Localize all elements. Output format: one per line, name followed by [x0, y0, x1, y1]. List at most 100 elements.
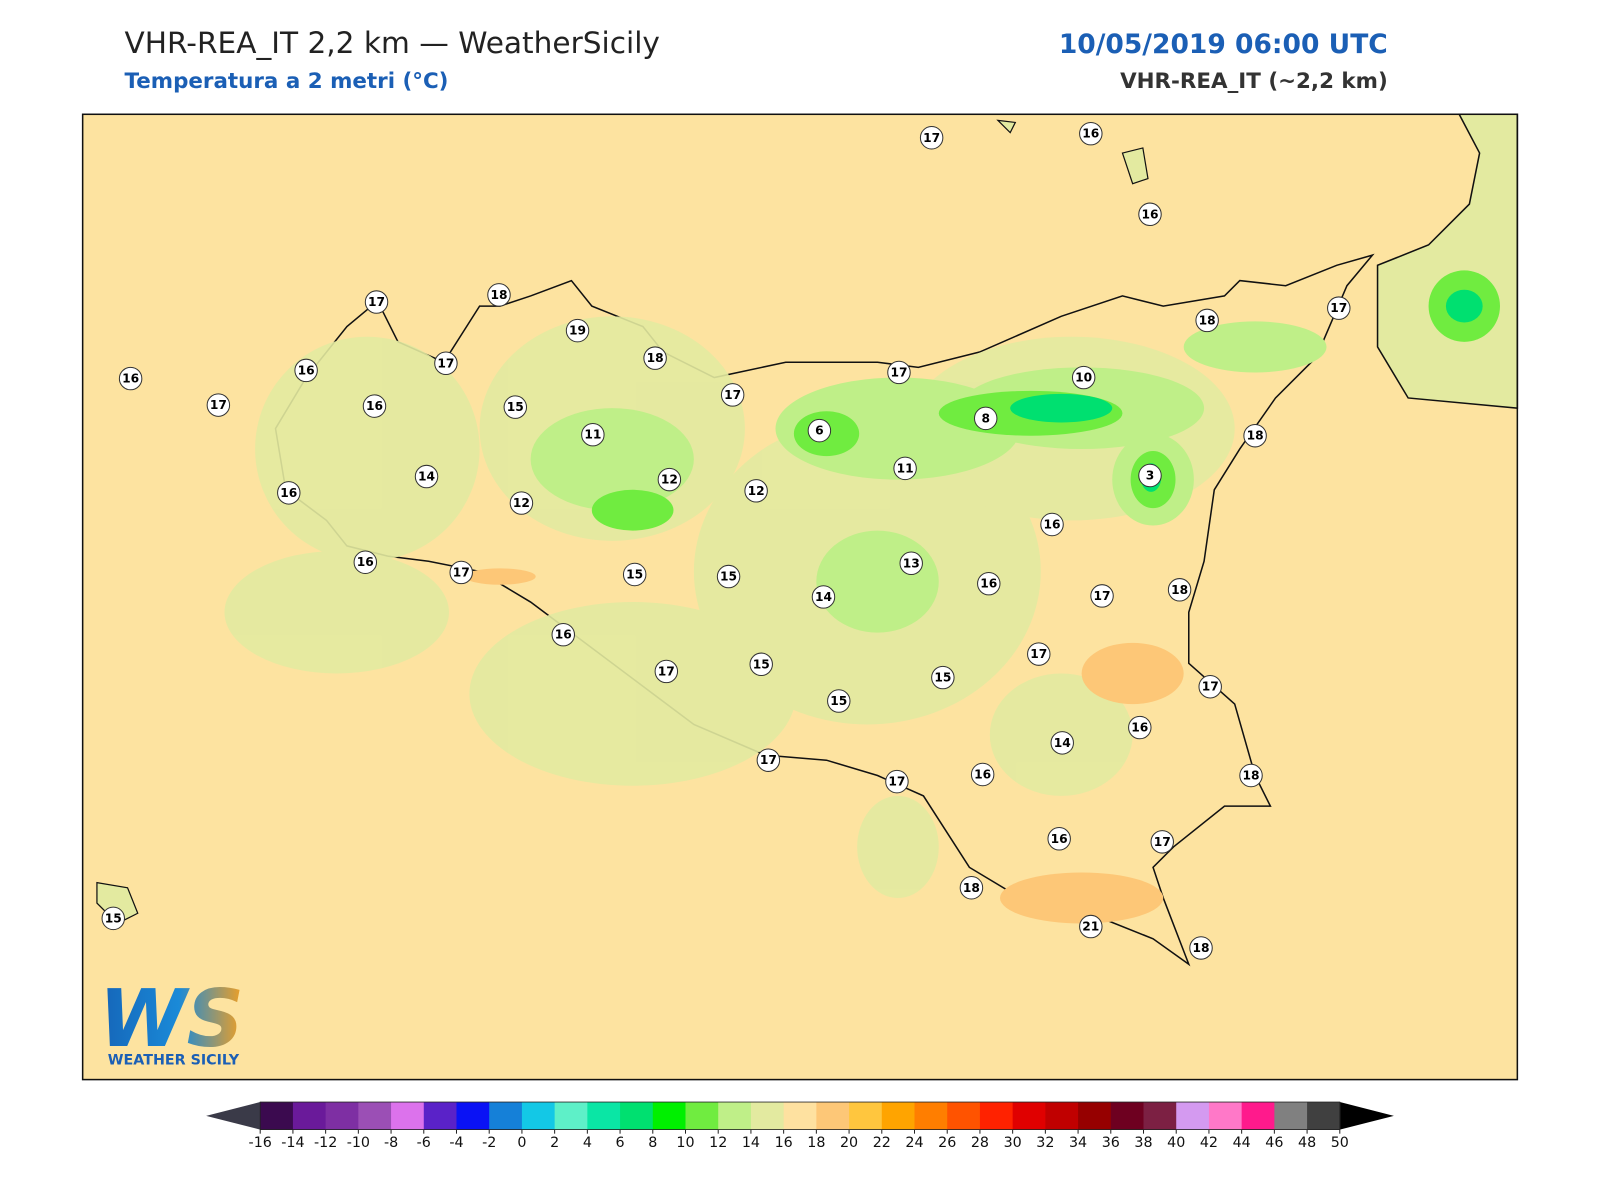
colorbar-frame	[259, 1101, 1341, 1130]
station-value: 17	[210, 398, 227, 412]
station: 17	[1090, 584, 1114, 608]
station-value: 16	[298, 363, 315, 377]
colorbar-segment	[750, 1102, 785, 1130]
station-value: 14	[815, 590, 832, 604]
station-value: 16	[555, 628, 572, 642]
colorbar-segment	[1012, 1102, 1046, 1130]
colorbar-segment	[489, 1102, 523, 1130]
station: 17	[1150, 830, 1174, 854]
colorbar-segment	[521, 1102, 556, 1130]
colorbar-segment	[260, 1102, 294, 1130]
station: 14	[414, 464, 439, 489]
station-marker	[1167, 578, 1192, 602]
station: 16	[362, 394, 387, 418]
station-value: 12	[748, 484, 765, 498]
colorbar-segment	[783, 1102, 817, 1130]
station-value: 14	[418, 470, 435, 484]
colorbar-tick-label: 10	[676, 1135, 694, 1151]
station-marker	[434, 351, 458, 375]
station: 17	[364, 290, 389, 314]
station-marker	[101, 906, 125, 931]
station-value: 17	[1330, 301, 1347, 315]
station: 14	[1050, 731, 1074, 755]
station: 18	[1189, 936, 1213, 960]
station: 17	[720, 383, 745, 407]
station-marker	[899, 551, 923, 575]
station: 16	[1079, 121, 1103, 146]
station-marker	[581, 422, 605, 447]
station-value: 19	[569, 324, 586, 338]
station-marker	[1189, 936, 1213, 960]
station-marker	[206, 393, 231, 417]
station-marker	[643, 346, 667, 370]
station: 17	[887, 360, 911, 385]
colorbar-tick-label: 34	[1069, 1135, 1087, 1151]
station-value: 17	[1202, 680, 1219, 694]
station-marker	[503, 395, 528, 419]
station-value: 18	[1199, 313, 1216, 327]
station: 6	[807, 418, 832, 443]
station-value: 16	[1082, 127, 1099, 141]
station-value: 16	[357, 555, 374, 569]
station: 16	[294, 358, 318, 383]
colorbar: -16 -14 -12 -10 -8 -6 -4 -2 0 2 4 6 8 10 12 14 16 18 20 22 2…	[206, 1101, 1394, 1151]
station: 16	[353, 550, 378, 574]
colorbar-segment	[358, 1102, 392, 1130]
station-marker	[1027, 642, 1051, 666]
station-marker	[744, 479, 768, 503]
station-value: 16	[280, 486, 297, 500]
station-value: 14	[1054, 736, 1071, 750]
colorbar-tick-label: 46	[1265, 1135, 1283, 1151]
station-marker	[277, 481, 301, 505]
colorbar-segment	[1274, 1102, 1308, 1130]
colorbar-tick-label: 0	[517, 1135, 526, 1151]
colorbar-tick-label: 32	[1036, 1135, 1054, 1151]
station: 17	[654, 659, 679, 684]
station-marker	[749, 652, 773, 677]
station-marker	[487, 283, 511, 307]
colorbar-segment	[914, 1102, 948, 1130]
station-marker	[807, 418, 832, 443]
station: 17	[434, 351, 458, 375]
station: 16	[118, 366, 143, 391]
station-value: 11	[897, 461, 914, 475]
station: 16	[1128, 715, 1152, 740]
station-marker	[565, 318, 590, 343]
station-value: 6	[815, 424, 824, 438]
station-marker	[973, 406, 998, 431]
colorbar-tick-label: 18	[807, 1135, 825, 1151]
station-value: 10	[1075, 371, 1092, 385]
colorbar-segment	[849, 1102, 883, 1130]
station: 15	[931, 665, 955, 690]
station: 19	[565, 318, 590, 343]
station-value: 18	[1243, 769, 1260, 783]
station-value: 18	[1193, 941, 1210, 955]
station: 17	[206, 393, 231, 417]
colorbar-tick-label: 36	[1102, 1135, 1120, 1151]
colorbar-tick-label: 42	[1200, 1135, 1218, 1151]
station-value: 16	[1131, 721, 1148, 735]
station-marker	[414, 464, 439, 489]
colorbar-tick-label: 48	[1298, 1135, 1316, 1151]
colorbar-segment	[1208, 1102, 1243, 1130]
station-marker	[716, 564, 741, 589]
colorbar-tick-label: 14	[742, 1135, 760, 1151]
colorbar-under	[206, 1102, 261, 1130]
station: 15	[101, 906, 125, 931]
station-value: 15	[105, 911, 122, 925]
station-value: 18	[1171, 583, 1188, 597]
map-frame	[81, 113, 1519, 1081]
station-value: 3	[1146, 469, 1155, 483]
colorbar-segment	[1110, 1102, 1145, 1130]
station: 15	[749, 652, 773, 677]
station-marker	[1079, 121, 1103, 146]
colorbar-tick-label: -2	[482, 1135, 496, 1151]
station: 17	[885, 769, 909, 794]
station-marker	[1138, 202, 1162, 227]
station-value: 18	[1247, 429, 1264, 443]
station: 16	[1047, 827, 1071, 851]
colorbar-segment	[1241, 1102, 1275, 1130]
station-value: 16	[122, 372, 139, 386]
logo: WS WEATHER SICILY	[99, 972, 244, 1068]
station-value: 16	[1141, 207, 1158, 221]
